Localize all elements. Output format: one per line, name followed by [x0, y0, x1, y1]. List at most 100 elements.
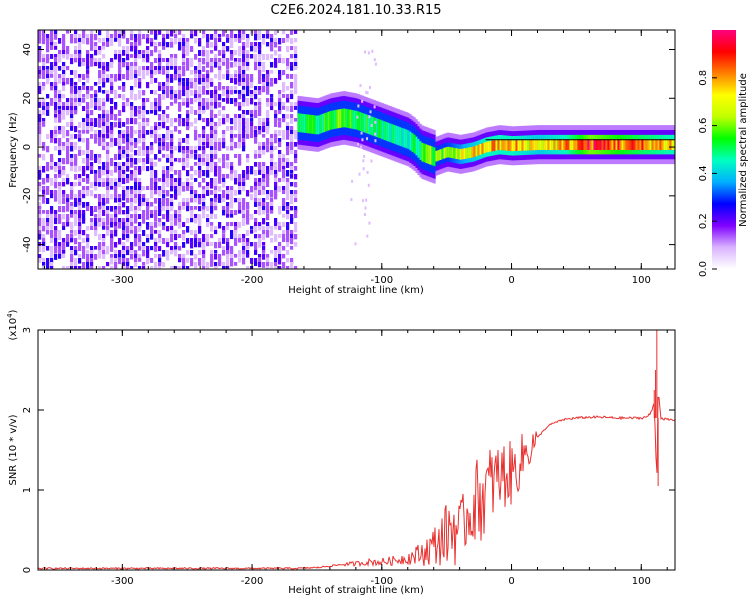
x-tick-label: -300 — [111, 576, 134, 587]
noise-cell — [130, 202, 134, 207]
noise-cell — [114, 90, 118, 97]
noise-cell — [234, 38, 238, 42]
noise-cell — [218, 158, 222, 163]
noise-cell — [182, 62, 186, 66]
ridge-cell — [671, 139, 674, 150]
noise-cell — [158, 102, 162, 109]
noise-cell — [278, 46, 282, 52]
noise-cell — [58, 106, 62, 110]
noise-cell — [134, 130, 138, 135]
noise-cell — [294, 166, 298, 171]
noise-cell — [266, 34, 270, 39]
noise-cell — [42, 74, 46, 79]
noise-cell — [242, 246, 246, 251]
noise-cell — [286, 222, 290, 227]
noise-cell — [122, 202, 126, 208]
noise-cell — [78, 86, 82, 93]
noise-cell — [122, 34, 126, 39]
noise-cell — [262, 250, 266, 254]
noise-cell — [226, 74, 230, 81]
noise-cell — [226, 90, 230, 95]
noise-cell — [202, 78, 206, 84]
noise-cell — [86, 102, 90, 107]
noise-cell — [126, 118, 130, 125]
noise-cell — [198, 238, 202, 245]
noise-cell — [242, 202, 246, 207]
noise-cell — [202, 258, 206, 264]
noise-cell — [250, 118, 254, 122]
noise-cell — [46, 78, 50, 85]
noise-cell — [182, 254, 186, 260]
noise-cell — [206, 186, 210, 190]
noise-cell — [166, 218, 170, 222]
noise-cell — [286, 238, 290, 243]
noise-cell — [202, 242, 206, 248]
noise-cell — [258, 74, 262, 81]
noise-cell — [218, 222, 222, 229]
noise-cell — [246, 38, 250, 44]
noise-cell — [86, 146, 90, 152]
noise-cell — [186, 86, 190, 92]
noise-cell — [150, 190, 154, 195]
noise-cell — [246, 58, 250, 64]
noise-cell — [210, 130, 214, 136]
noise-cell — [294, 182, 298, 188]
noise-cell — [38, 110, 42, 117]
noise-cell — [158, 238, 162, 243]
noise-cell — [266, 114, 270, 120]
noise-cell — [234, 210, 238, 216]
noise-cell — [270, 162, 274, 168]
noise-cell — [278, 226, 282, 231]
noise-cell — [262, 146, 266, 150]
noise-cell — [54, 162, 58, 169]
noise-cell — [246, 42, 250, 48]
noise-cell — [262, 226, 266, 231]
ridge-cell — [653, 139, 656, 150]
noise-cell — [286, 230, 290, 237]
noise-cell — [114, 230, 118, 237]
noise-cell — [190, 242, 194, 249]
noise-cell — [190, 98, 194, 105]
noise-cell — [242, 62, 246, 67]
noise-cell — [170, 158, 174, 163]
noise-cell — [150, 110, 154, 114]
noise-cell — [286, 214, 290, 220]
noise-cell — [294, 78, 298, 84]
noise-cell — [42, 142, 46, 148]
noise-cell — [198, 242, 202, 248]
ridge-cell — [335, 109, 338, 129]
noise-cell — [134, 258, 138, 264]
noise-cell — [94, 254, 98, 260]
noise-cell — [58, 98, 62, 104]
noise-cell — [98, 74, 102, 81]
noise-cell — [66, 98, 70, 103]
noise-cell — [122, 254, 126, 259]
noise-cell — [258, 142, 262, 146]
noise-cell — [190, 150, 194, 157]
noise-cell — [210, 190, 214, 195]
noise-cell — [190, 146, 194, 153]
noise-cell — [290, 170, 294, 174]
noise-cell — [58, 218, 62, 224]
noise-cell — [198, 78, 202, 85]
noise-cell — [238, 38, 242, 44]
noise-cell — [46, 102, 50, 108]
noise-cell — [130, 206, 134, 212]
noise-cell — [178, 206, 182, 211]
noise-cell — [282, 206, 286, 211]
noise-cell — [138, 90, 142, 95]
ridge-cell — [511, 140, 514, 152]
ridge-cell — [551, 139, 554, 150]
noise-cell — [38, 54, 42, 59]
noise-cell — [110, 114, 114, 120]
noise-cell — [162, 174, 166, 178]
noise-cell — [50, 46, 54, 50]
ridge-cell — [535, 139, 538, 151]
noise-cell — [86, 186, 90, 193]
noise-cell — [174, 146, 178, 151]
noise-cell — [214, 166, 218, 172]
noise-cell — [38, 74, 42, 79]
noise-cell — [182, 82, 186, 87]
noise-cell — [186, 114, 190, 120]
noise-cell — [46, 110, 50, 116]
